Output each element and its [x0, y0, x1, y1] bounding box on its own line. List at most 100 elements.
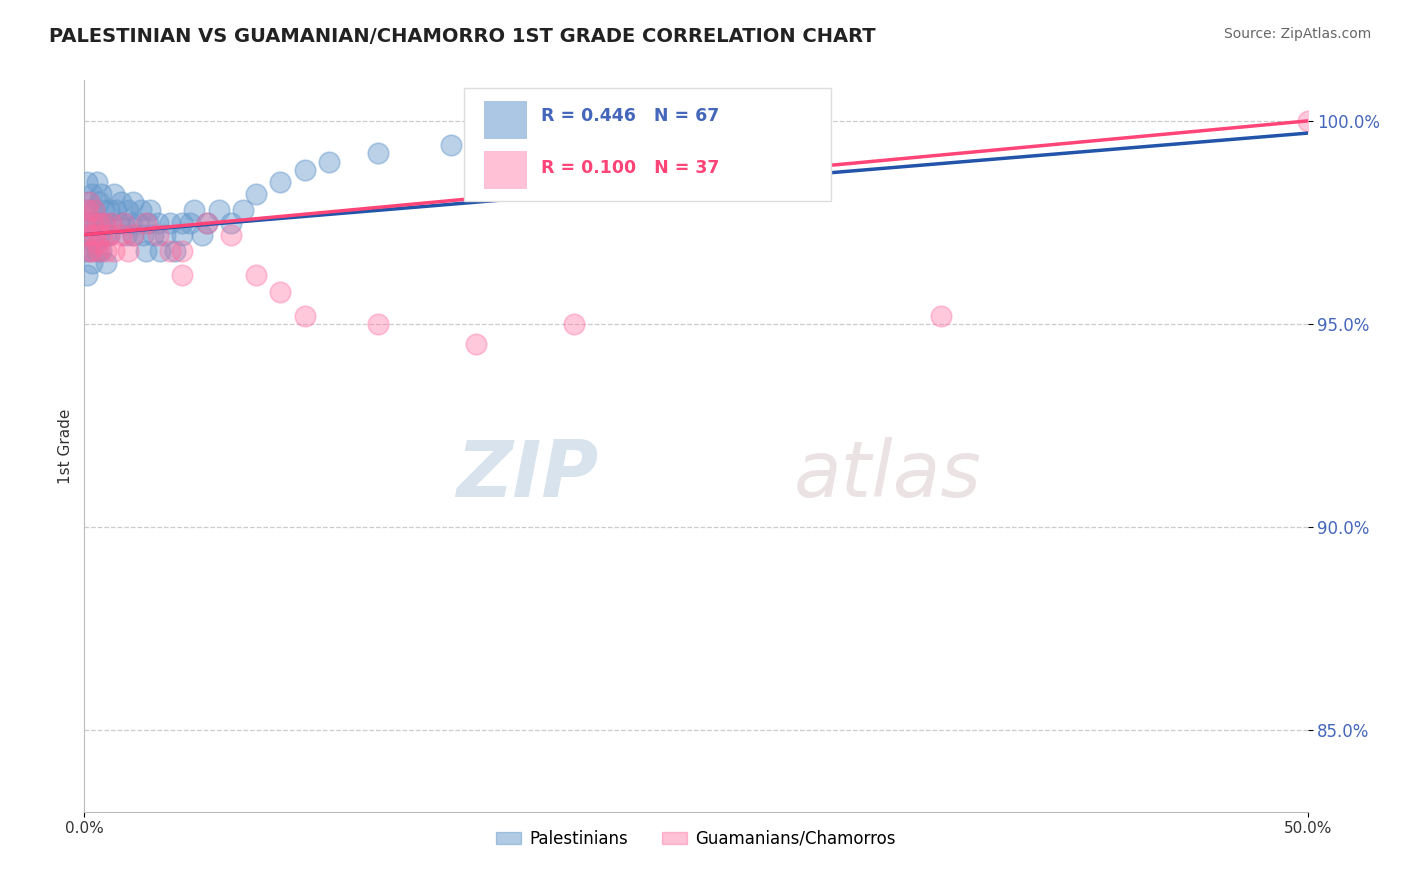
Point	[115, 227, 138, 242]
Point	[139, 203, 162, 218]
Point	[96, 227, 118, 242]
Point	[80, 256, 103, 270]
Text: R = 0.100   N = 37: R = 0.100 N = 37	[541, 159, 718, 177]
Point	[110, 227, 132, 242]
Point	[87, 215, 110, 229]
Point	[318, 154, 340, 169]
Point	[120, 215, 142, 229]
Point	[172, 244, 194, 258]
Point	[245, 187, 267, 202]
Point	[100, 215, 122, 229]
Point	[122, 227, 145, 242]
Point	[103, 244, 125, 258]
Bar	[484, 151, 527, 189]
Point	[112, 215, 135, 229]
Point	[146, 227, 169, 242]
Point	[163, 244, 186, 258]
Point	[232, 203, 254, 218]
Point	[83, 203, 105, 218]
Point	[245, 268, 267, 283]
Point	[76, 227, 98, 242]
Point	[136, 215, 159, 229]
Point	[90, 187, 112, 202]
Text: Source: ZipAtlas.com: Source: ZipAtlas.com	[1223, 27, 1371, 41]
Point	[103, 187, 125, 202]
Point	[179, 215, 201, 229]
Text: ZIP: ZIP	[456, 437, 598, 513]
Point	[208, 203, 231, 218]
Point	[73, 244, 96, 258]
Point	[294, 162, 316, 177]
Point	[172, 227, 194, 242]
Point	[86, 235, 108, 250]
Point	[269, 285, 291, 299]
Point	[129, 203, 152, 218]
Bar	[484, 101, 527, 139]
Point	[135, 215, 157, 229]
Point	[86, 175, 108, 189]
Point	[77, 195, 100, 210]
Point	[562, 130, 585, 145]
Point	[83, 235, 105, 250]
Point	[562, 317, 585, 331]
Point	[77, 215, 100, 229]
Point	[93, 215, 115, 229]
Point	[96, 244, 118, 258]
Point	[183, 203, 205, 218]
Point	[97, 203, 120, 218]
Point	[76, 203, 98, 218]
Point	[122, 227, 145, 242]
Point	[77, 244, 100, 258]
Point	[86, 244, 108, 258]
Point	[86, 215, 108, 229]
Point	[90, 215, 112, 229]
Point	[294, 309, 316, 323]
Y-axis label: 1st Grade: 1st Grade	[58, 409, 73, 483]
Legend: Palestinians, Guamanians/Chamorros: Palestinians, Guamanians/Chamorros	[489, 823, 903, 855]
Point	[76, 268, 98, 283]
Point	[80, 187, 103, 202]
Point	[172, 268, 194, 283]
Point	[83, 227, 105, 242]
Point	[112, 215, 135, 229]
Point	[97, 227, 120, 242]
Point	[269, 175, 291, 189]
Point	[87, 244, 110, 258]
Point	[117, 203, 139, 218]
Point	[117, 244, 139, 258]
Point	[96, 256, 118, 270]
Point	[93, 215, 115, 229]
Point	[219, 227, 242, 242]
Point	[464, 337, 486, 351]
Point	[142, 227, 165, 242]
Point	[110, 195, 132, 210]
Text: atlas: atlas	[794, 437, 981, 513]
Point	[80, 215, 103, 229]
Point	[367, 317, 389, 331]
Point	[80, 244, 103, 258]
Point	[153, 227, 176, 242]
Point	[73, 227, 96, 242]
Point	[76, 203, 98, 218]
Point	[87, 227, 110, 242]
Point	[440, 138, 463, 153]
Point	[195, 215, 218, 229]
Point	[87, 195, 110, 210]
Point	[122, 195, 145, 210]
Point	[97, 227, 120, 242]
Point	[172, 215, 194, 229]
Point	[80, 215, 103, 229]
Point	[76, 175, 98, 189]
Point	[90, 244, 112, 258]
Point	[107, 215, 129, 229]
Text: R = 0.446   N = 67: R = 0.446 N = 67	[541, 107, 718, 125]
Point	[135, 244, 157, 258]
Text: PALESTINIAN VS GUAMANIAN/CHAMORRO 1ST GRADE CORRELATION CHART: PALESTINIAN VS GUAMANIAN/CHAMORRO 1ST GR…	[49, 27, 876, 45]
Point	[219, 215, 242, 229]
Point	[100, 215, 122, 229]
Point	[149, 244, 172, 258]
Point	[105, 203, 128, 218]
Point	[127, 215, 149, 229]
Point	[132, 227, 155, 242]
Point	[1296, 114, 1319, 128]
